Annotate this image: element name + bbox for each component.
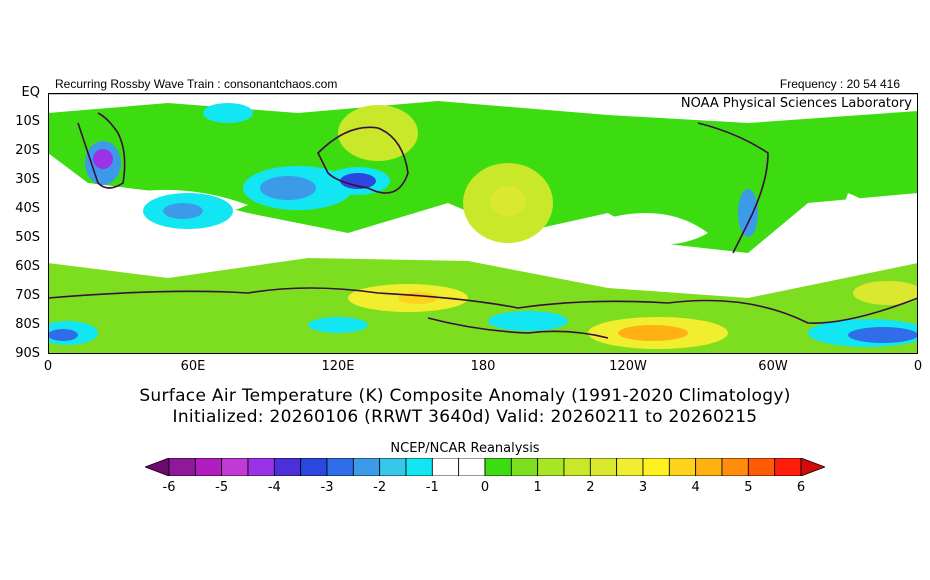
colorbar-swatch bbox=[326, 457, 354, 477]
colorbar-tick-label: 4 bbox=[691, 480, 700, 495]
colorbar-title: NCEP/NCAR Reanalysis bbox=[390, 441, 540, 456]
colorbar-swatch bbox=[168, 457, 196, 477]
colorbar-swatch bbox=[484, 457, 512, 477]
colorbar-swatch bbox=[774, 457, 802, 477]
colorbar-max-arrow bbox=[800, 457, 827, 477]
latitude-label: 10S bbox=[15, 114, 40, 129]
longitude-label: 120W bbox=[609, 359, 647, 374]
longitude-label: 120E bbox=[321, 359, 355, 374]
longitude-label: 60W bbox=[758, 359, 788, 374]
colorbar-tick-label: -3 bbox=[320, 480, 334, 495]
title-line-2: Initialized: 20260106 (RRWT 3640d) Valid… bbox=[172, 407, 758, 427]
colorbar-tick-label: 5 bbox=[744, 480, 753, 495]
title-line-1: Surface Air Temperature (K) Composite An… bbox=[139, 386, 791, 406]
colorbar-swatch bbox=[273, 457, 302, 477]
latitude-label: 40S bbox=[15, 201, 40, 216]
colorbar-swatch bbox=[563, 457, 591, 477]
colorbar-tick-label: -4 bbox=[267, 480, 281, 495]
latitude-label: EQ bbox=[21, 85, 40, 100]
colorbar-swatch bbox=[510, 457, 539, 477]
lab-label: NOAA Physical Sciences Laboratory bbox=[678, 96, 914, 111]
latitude-label: 90S bbox=[15, 346, 40, 361]
colorbar-swatch bbox=[300, 457, 328, 477]
longitude-label: 60E bbox=[180, 359, 206, 374]
anomaly-map: NOAA Physical Sciences Laboratory bbox=[48, 93, 918, 354]
colorbar-swatch bbox=[247, 457, 275, 477]
colorbar-swatch bbox=[589, 457, 618, 477]
colorbar-swatch bbox=[616, 457, 644, 477]
colorbar-tick-label: -5 bbox=[215, 480, 229, 495]
colorbar-swatch bbox=[194, 457, 223, 477]
colorbar-swatch bbox=[537, 457, 565, 477]
colorbar-swatch bbox=[721, 457, 749, 477]
colorbar-swatch bbox=[221, 457, 249, 477]
colorbar-tick-label: 6 bbox=[796, 480, 806, 495]
colorbar-swatch bbox=[431, 457, 460, 477]
colorbar-tick-label: 0 bbox=[480, 480, 490, 495]
colorbar-tick-label: 2 bbox=[586, 480, 595, 495]
longitude-label: 0 bbox=[913, 359, 923, 374]
colorbar-swatch bbox=[458, 457, 486, 477]
header-frequency: Frequency : 20 54 416 bbox=[779, 77, 900, 91]
colorbar-swatch bbox=[747, 457, 776, 477]
latitude-label: 50S bbox=[15, 230, 40, 245]
colorbar-swatch bbox=[642, 457, 670, 477]
colorbar-min-arrow bbox=[143, 457, 170, 477]
colorbar-tick-label: 1 bbox=[533, 480, 542, 495]
colorbar-tick-label: -1 bbox=[425, 480, 439, 495]
latitude-label: 60S bbox=[15, 259, 40, 274]
colorbar-swatch bbox=[379, 457, 407, 477]
header-source: Recurring Rossby Wave Train : consonantc… bbox=[55, 77, 338, 91]
longitude-label: 0 bbox=[43, 359, 53, 374]
colorbar-swatch bbox=[405, 457, 433, 477]
longitude-label: 180 bbox=[470, 359, 496, 374]
colorbar-tick-label: -2 bbox=[373, 480, 387, 495]
colorbar bbox=[143, 457, 827, 477]
colorbar-swatch bbox=[352, 457, 381, 477]
colorbar-tick-label: -6 bbox=[162, 480, 176, 495]
latitude-label: 30S bbox=[15, 172, 40, 187]
colorbar-swatch bbox=[695, 457, 723, 477]
colorbar-tick-label: 3 bbox=[638, 480, 648, 495]
latitude-label: 80S bbox=[15, 317, 40, 332]
map-frame bbox=[48, 93, 918, 354]
latitude-label: 20S bbox=[15, 143, 40, 158]
latitude-label: 70S bbox=[15, 288, 40, 303]
colorbar-swatch bbox=[668, 457, 697, 477]
